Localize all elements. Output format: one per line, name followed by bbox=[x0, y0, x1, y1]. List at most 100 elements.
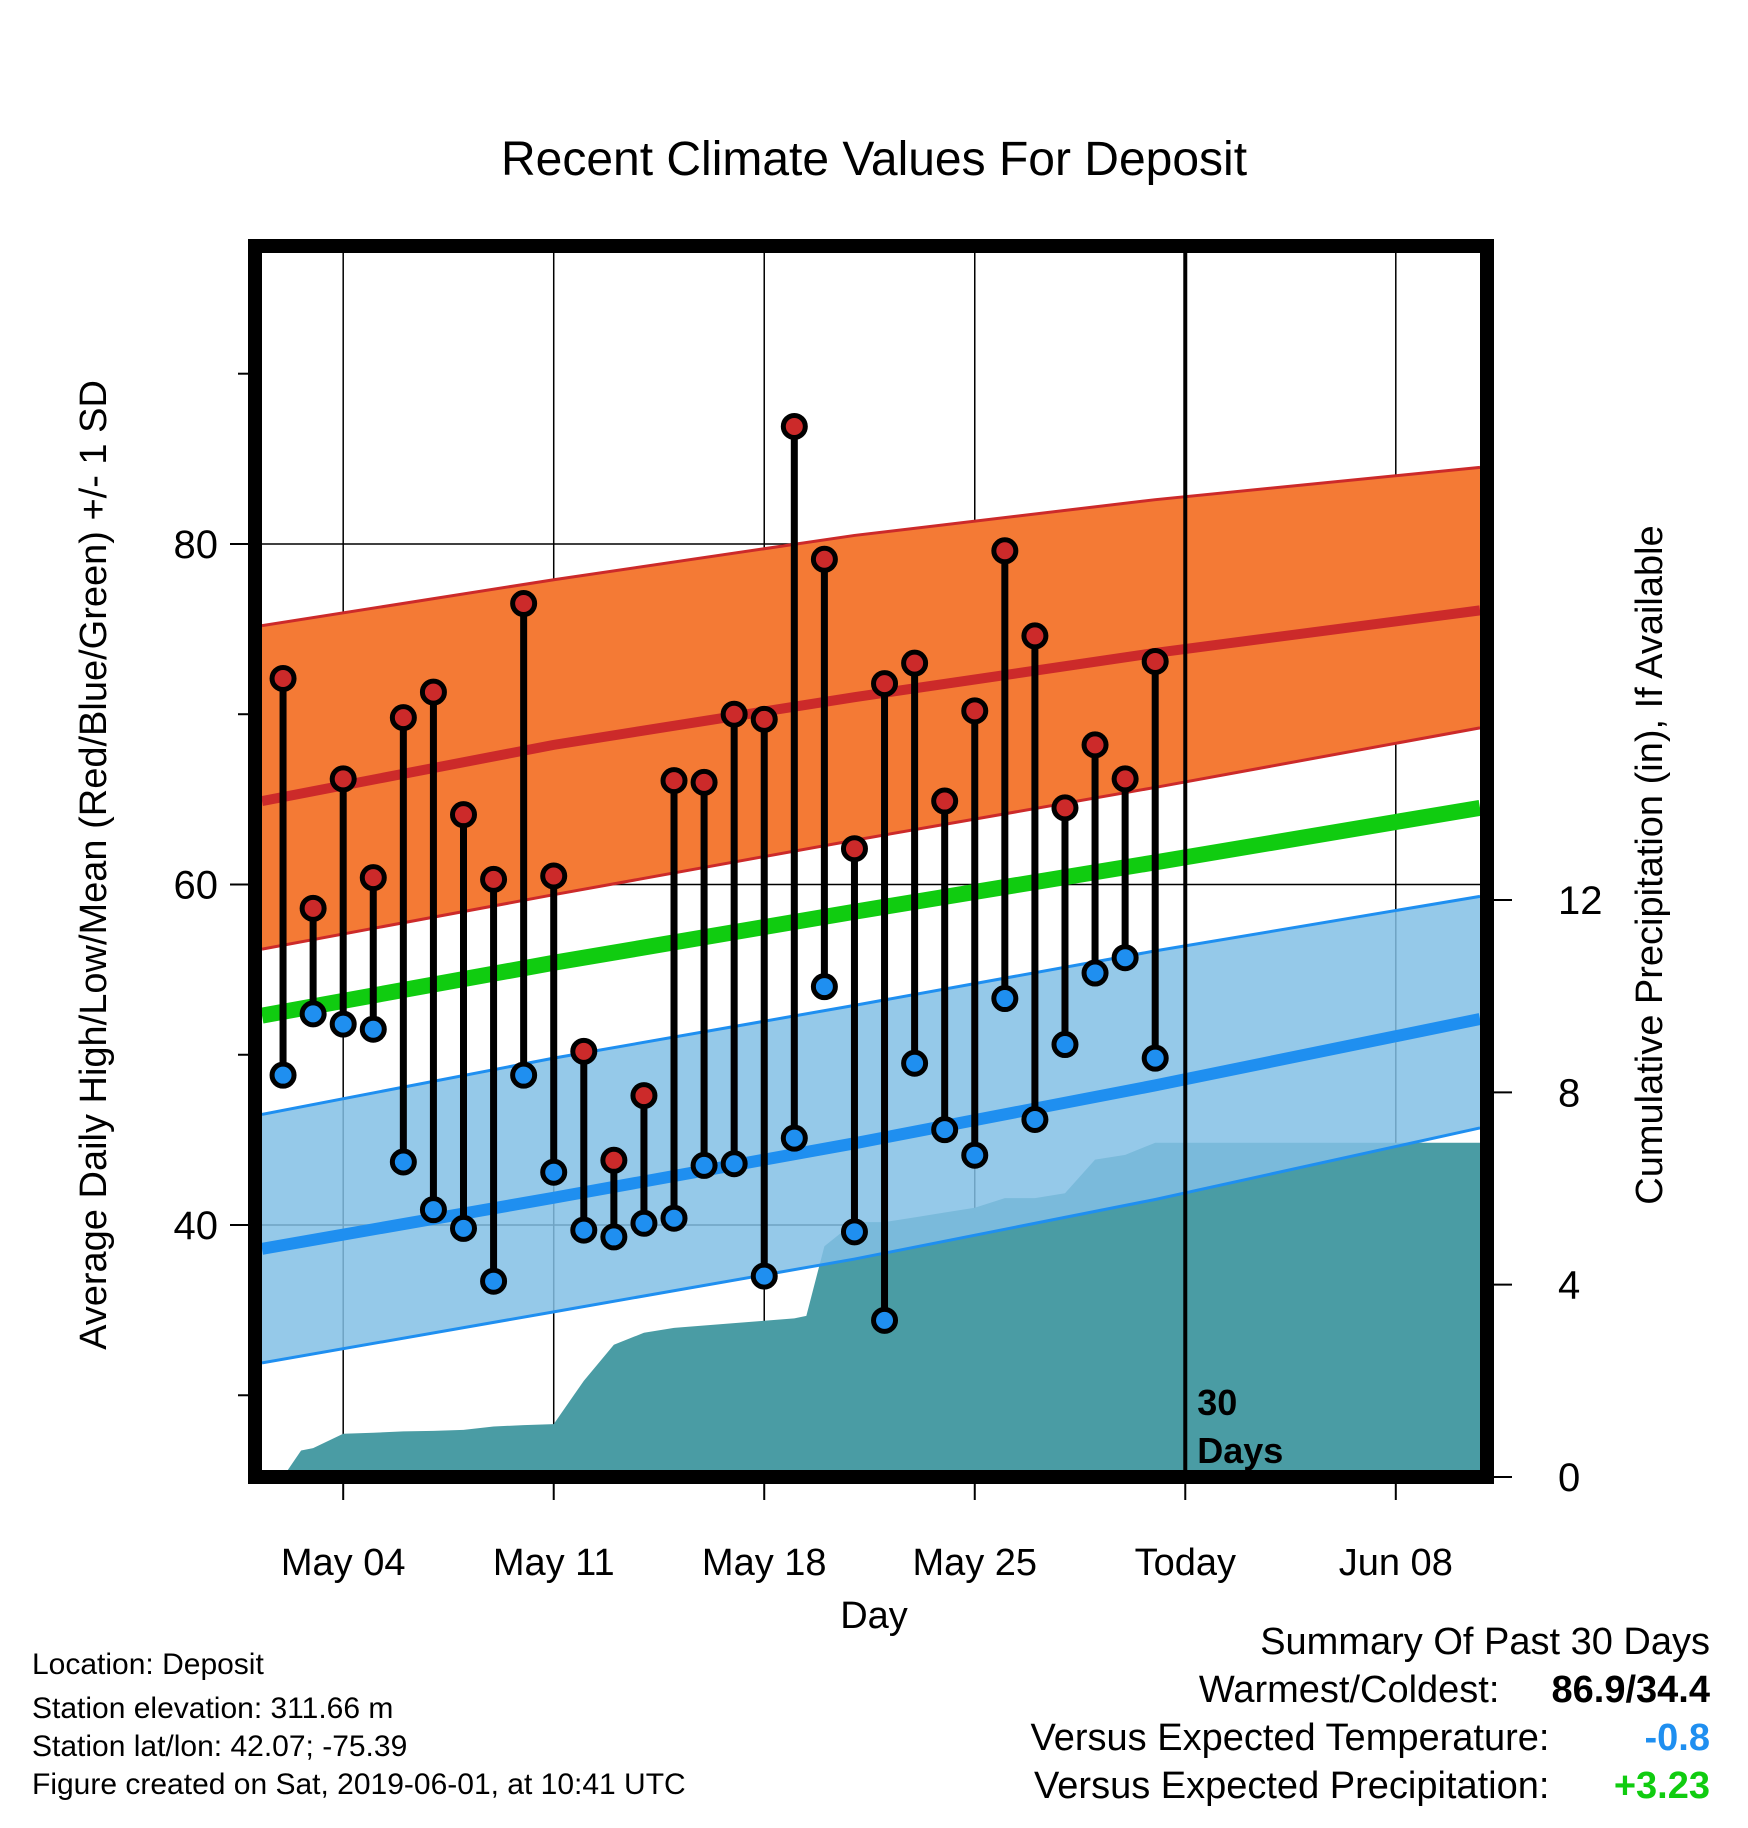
observation-day bbox=[690, 768, 718, 1179]
high-sd-band bbox=[262, 467, 1480, 950]
observed-high-point bbox=[931, 787, 959, 815]
observed-high-point bbox=[1111, 765, 1139, 793]
observed-low-point bbox=[961, 1141, 989, 1169]
observed-high-point bbox=[299, 894, 327, 922]
precip-value: +3.23 bbox=[1613, 1765, 1710, 1807]
observed-high-point bbox=[840, 835, 868, 863]
warm-cold-value: 86.9/34.4 bbox=[1551, 1669, 1710, 1711]
observation-day bbox=[570, 1037, 598, 1244]
observed-high-point bbox=[1081, 731, 1109, 759]
observed-low-point bbox=[540, 1158, 568, 1186]
observation-day bbox=[1051, 794, 1079, 1059]
observation-day bbox=[1081, 731, 1109, 987]
today-days-label: Days bbox=[1197, 1430, 1283, 1471]
summary-temperature: Versus Expected Temperature: -0.8 bbox=[1031, 1714, 1710, 1762]
plot-frame bbox=[248, 239, 1494, 1484]
observed-low-point bbox=[931, 1116, 959, 1144]
observation-day bbox=[329, 765, 357, 1038]
observed-low-point bbox=[630, 1209, 658, 1237]
observed-low-point bbox=[449, 1214, 477, 1242]
x-tick-label: May 25 bbox=[912, 1542, 1037, 1584]
precip-label: Versus Expected Precipitation: bbox=[1034, 1765, 1550, 1807]
normal-high-line bbox=[262, 605, 1481, 806]
temp-label: Versus Expected Temperature: bbox=[1030, 1717, 1550, 1759]
high-plus-sd-line bbox=[262, 465, 1481, 628]
observed-low-point bbox=[690, 1151, 718, 1179]
observed-high-point bbox=[389, 704, 417, 732]
observed-high-point bbox=[871, 670, 899, 698]
observation-day bbox=[359, 864, 387, 1043]
warm-cold-label: Warmest/Coldest: bbox=[1198, 1669, 1500, 1711]
observed-low-point bbox=[660, 1204, 688, 1232]
observation-day bbox=[991, 537, 1019, 1013]
observed-high-point bbox=[1051, 794, 1079, 822]
y-left-tick-label: 60 bbox=[174, 863, 219, 907]
observation-day bbox=[299, 894, 327, 1028]
observed-low-point bbox=[269, 1061, 297, 1089]
observed-low-point bbox=[750, 1262, 778, 1290]
y-right-tick-label: 8 bbox=[1558, 1071, 1580, 1115]
observation-day bbox=[1111, 765, 1139, 972]
summary-title: Summary Of Past 30 Days bbox=[1260, 1621, 1710, 1663]
observation-day bbox=[720, 700, 748, 1178]
observation-day bbox=[269, 664, 297, 1089]
observed-high-point bbox=[480, 865, 508, 893]
observed-low-point bbox=[329, 1010, 357, 1038]
x-tick-label: May 04 bbox=[281, 1542, 406, 1584]
observed-low-point bbox=[1021, 1105, 1049, 1133]
observed-low-point bbox=[299, 1000, 327, 1028]
observation-day bbox=[630, 1082, 658, 1237]
observed-low-point bbox=[600, 1223, 628, 1251]
observation-day bbox=[871, 670, 899, 1334]
low-sd-band bbox=[262, 896, 1480, 1363]
observed-low-point bbox=[419, 1196, 447, 1224]
y-right-tick-label: 12 bbox=[1558, 879, 1603, 923]
observed-low-point bbox=[1051, 1031, 1079, 1059]
observed-low-point bbox=[810, 973, 838, 1001]
observation-day bbox=[750, 705, 778, 1290]
x-axis-label: Day bbox=[840, 1595, 908, 1637]
observed-low-point bbox=[570, 1216, 598, 1244]
observed-high-point bbox=[1021, 622, 1049, 650]
observed-high-point bbox=[690, 768, 718, 796]
y-left-tick-label: 40 bbox=[174, 1204, 219, 1248]
axes: May 04 May 11 May 18 May 25 Today Jun 0840608… bbox=[174, 372, 1603, 1584]
summary-warm-cold: Warmest/Coldest: 86.9/34.4 bbox=[1031, 1666, 1710, 1714]
observed-low-point bbox=[1141, 1044, 1169, 1072]
y-axis-right-label: Cumulative Precipitation (in), If Availa… bbox=[1629, 525, 1671, 1204]
observed-high-point bbox=[630, 1082, 658, 1110]
observation-day bbox=[510, 590, 538, 1089]
observed-high-point bbox=[660, 767, 688, 795]
observed-low-point bbox=[1081, 959, 1109, 987]
location-text: Location: Deposit bbox=[32, 1648, 264, 1681]
observation-day bbox=[901, 649, 929, 1077]
observed-high-point bbox=[359, 864, 387, 892]
observed-high-point bbox=[901, 649, 929, 677]
observation-day bbox=[540, 862, 568, 1186]
x-tick-label: Jun 08 bbox=[1339, 1542, 1453, 1584]
today-days-label: 30 bbox=[1197, 1382, 1237, 1423]
observation-day bbox=[449, 801, 477, 1242]
observation-day bbox=[961, 697, 989, 1169]
observed-low-point bbox=[510, 1061, 538, 1089]
observed-high-point bbox=[600, 1146, 628, 1174]
x-tick-label: May 11 bbox=[493, 1542, 615, 1584]
y-axis-left-label: Average Daily High/Low/Mean (Red/Blue/Gr… bbox=[73, 380, 115, 1350]
observation-day bbox=[600, 1146, 628, 1251]
observed-high-point bbox=[510, 590, 538, 618]
observation-day bbox=[840, 835, 868, 1246]
observed-high-point bbox=[991, 537, 1019, 565]
observation-day bbox=[419, 678, 447, 1224]
observed-high-point bbox=[780, 412, 808, 440]
chart-title: Recent Climate Values For Deposit bbox=[501, 133, 1247, 186]
observed-low-point bbox=[991, 985, 1019, 1013]
observed-low-point bbox=[871, 1306, 899, 1334]
temp-value: -0.8 bbox=[1644, 1717, 1710, 1759]
y-left-tick-label: 80 bbox=[174, 523, 219, 567]
observed-high-point bbox=[720, 700, 748, 728]
observed-high-point bbox=[1141, 647, 1169, 675]
observed-high-point bbox=[329, 765, 357, 793]
elevation-text: Station elevation: 311.66 m bbox=[32, 1692, 394, 1725]
observed-high-point bbox=[961, 697, 989, 725]
